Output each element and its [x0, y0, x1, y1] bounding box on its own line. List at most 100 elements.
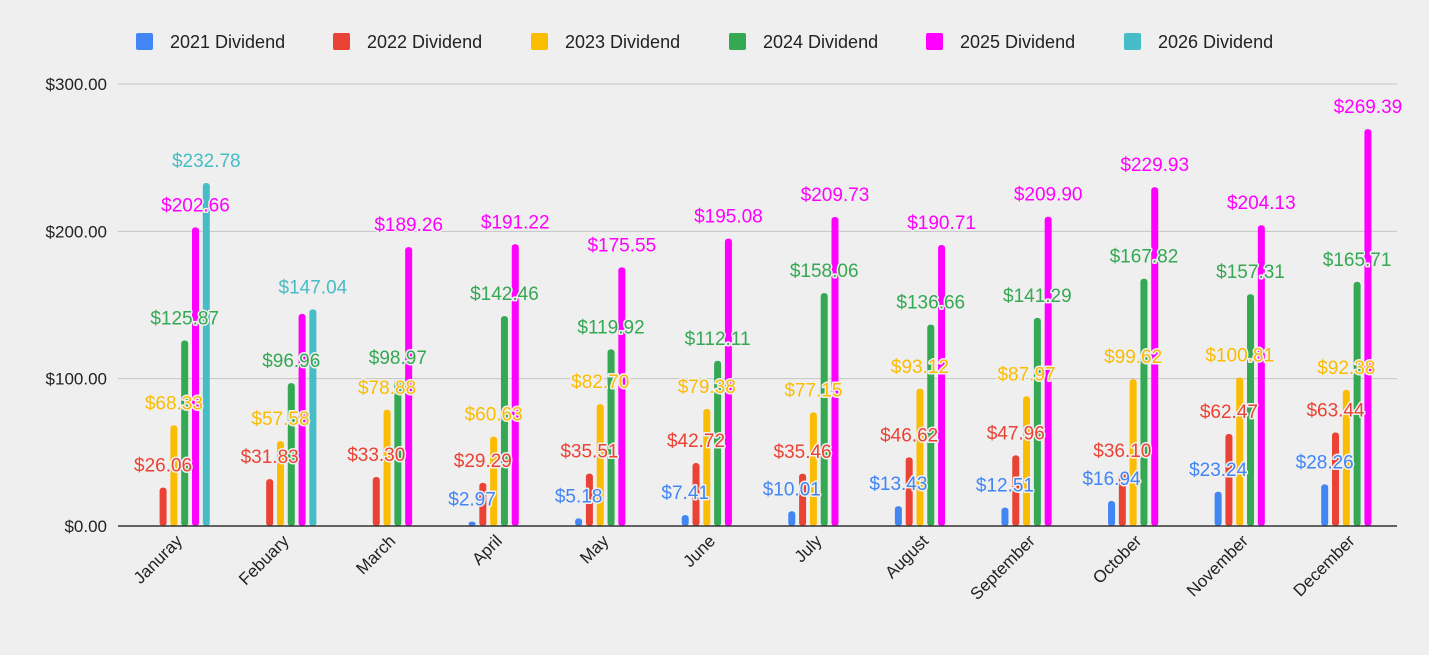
- data-label: $33.30: [347, 445, 405, 466]
- legend-label: 2021 Dividend: [170, 32, 285, 52]
- data-label: $77.15: [784, 380, 842, 401]
- bar[interactable]: [1044, 216, 1052, 527]
- legend-item[interactable]: 2023 Dividend: [531, 32, 680, 52]
- bar[interactable]: [1364, 129, 1372, 526]
- bar[interactable]: [1129, 379, 1137, 526]
- bar[interactable]: [618, 267, 626, 526]
- data-label: $141.29: [1003, 286, 1072, 307]
- bar[interactable]: [1342, 389, 1350, 526]
- bar[interactable]: [1001, 507, 1009, 526]
- x-axis-labels: Januray Febuary March April May June July Augus…: [130, 531, 1359, 604]
- bar[interactable]: [266, 479, 274, 526]
- data-label: $112.11: [685, 329, 751, 350]
- bar[interactable]: [1214, 491, 1222, 526]
- bar[interactable]: [938, 245, 946, 526]
- bar[interactable]: [894, 506, 902, 526]
- bar[interactable]: [692, 463, 700, 526]
- bar[interactable]: [511, 244, 519, 526]
- bar[interactable]: [607, 349, 615, 526]
- legend-swatch: [531, 33, 548, 50]
- bar[interactable]: [724, 238, 732, 526]
- bar[interactable]: [905, 457, 913, 526]
- data-label: $158.06: [790, 261, 859, 282]
- bar[interactable]: [1140, 278, 1148, 526]
- bar[interactable]: [575, 518, 583, 526]
- bar[interactable]: [159, 487, 167, 526]
- bar[interactable]: [383, 409, 391, 526]
- legend-item[interactable]: 2026 Dividend: [1124, 32, 1273, 52]
- bar[interactable]: [1225, 433, 1233, 526]
- bar[interactable]: [479, 482, 487, 526]
- data-label: $5.18: [555, 486, 603, 507]
- bar[interactable]: [809, 412, 817, 526]
- bar[interactable]: [681, 515, 689, 526]
- bar[interactable]: [703, 409, 711, 526]
- legend-item[interactable]: 2025 Dividend: [926, 32, 1075, 52]
- bar[interactable]: [298, 313, 306, 526]
- bar[interactable]: [799, 473, 807, 526]
- data-label: $165.71: [1323, 250, 1392, 271]
- bar[interactable]: [1151, 187, 1159, 527]
- y-tick-label: $300.00: [46, 75, 107, 94]
- legend-item[interactable]: 2022 Dividend: [333, 32, 482, 52]
- x-tick-label: August: [881, 531, 932, 582]
- bar[interactable]: [1118, 472, 1126, 526]
- bar[interactable]: [820, 293, 828, 526]
- bar[interactable]: [714, 360, 722, 526]
- legend-swatch: [926, 33, 943, 50]
- bar[interactable]: [831, 216, 839, 526]
- bar[interactable]: [202, 183, 210, 526]
- bar[interactable]: [916, 388, 924, 526]
- bar[interactable]: [490, 436, 498, 526]
- bar[interactable]: [1033, 317, 1041, 526]
- bar[interactable]: [394, 380, 402, 526]
- data-label: $191.22: [481, 212, 550, 233]
- bar[interactable]: [372, 476, 380, 526]
- bar[interactable]: [1108, 501, 1116, 526]
- x-tick-label: October: [1089, 531, 1145, 587]
- data-label: $60.63: [465, 405, 523, 426]
- bar[interactable]: [500, 316, 508, 526]
- bar[interactable]: [287, 383, 295, 526]
- legend-item[interactable]: 2024 Dividend: [729, 32, 878, 52]
- bar[interactable]: [191, 227, 199, 527]
- bar[interactable]: [309, 309, 317, 526]
- bar[interactable]: [276, 441, 284, 526]
- data-label: $136.66: [896, 293, 965, 314]
- data-label: $93.12: [891, 357, 949, 378]
- legend-item[interactable]: 2021 Dividend: [136, 32, 285, 52]
- y-tick-label: $0.00: [64, 517, 107, 536]
- bar[interactable]: [927, 324, 935, 526]
- bar[interactable]: [468, 521, 476, 526]
- data-label: $16.94: [1082, 469, 1141, 490]
- bar[interactable]: [405, 247, 413, 527]
- bar[interactable]: [1257, 225, 1265, 526]
- y-tick-label: $100.00: [46, 370, 107, 389]
- data-label: $26.06: [134, 456, 192, 477]
- data-label: $119.92: [577, 317, 644, 338]
- x-tick-label: Januray: [130, 531, 187, 588]
- data-label: $36.10: [1093, 441, 1151, 462]
- bar[interactable]: [181, 340, 189, 526]
- data-label: $12.51: [976, 476, 1034, 497]
- data-label: $46.62: [880, 425, 938, 446]
- legend-swatch: [333, 33, 350, 50]
- data-label: $157.31: [1216, 262, 1285, 283]
- bar[interactable]: [1247, 294, 1255, 526]
- bar[interactable]: [1321, 484, 1329, 526]
- y-tick-label: $200.00: [46, 222, 107, 241]
- bar[interactable]: [170, 425, 178, 526]
- bar[interactable]: [1012, 455, 1020, 526]
- bar[interactable]: [596, 404, 604, 526]
- legend-label: 2025 Dividend: [960, 32, 1075, 52]
- bar[interactable]: [788, 511, 796, 526]
- legend-label: 2022 Dividend: [367, 32, 482, 52]
- bar[interactable]: [1332, 432, 1340, 526]
- bar[interactable]: [1023, 396, 1031, 526]
- data-label: $82.70: [571, 372, 629, 393]
- bar[interactable]: [1353, 281, 1361, 526]
- data-label: $175.55: [587, 235, 656, 256]
- bar[interactable]: [1236, 377, 1244, 526]
- bar[interactable]: [585, 473, 593, 526]
